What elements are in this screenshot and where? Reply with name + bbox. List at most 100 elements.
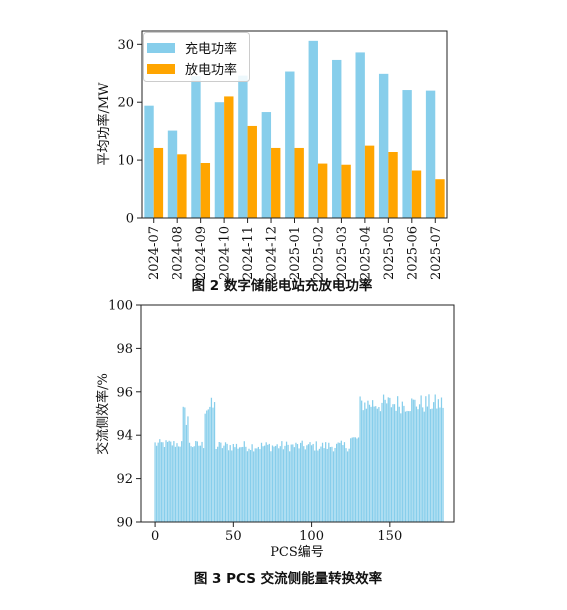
discharging-bar-2025-04 bbox=[364, 145, 375, 218]
pcs-efficiency-bar bbox=[245, 446, 247, 522]
pcs-efficiency-bar bbox=[206, 410, 208, 522]
pcs-efficiency-bar bbox=[356, 438, 358, 522]
pcs-efficiency-bar bbox=[433, 402, 435, 522]
pcs-efficiency-bar bbox=[417, 409, 419, 522]
pcs-efficiency-bar bbox=[204, 413, 206, 522]
x-tick-label: 50 bbox=[225, 529, 242, 544]
pcs-efficiency-bar bbox=[284, 445, 286, 522]
chart1-legend: 充电功率 放电功率 bbox=[143, 32, 250, 82]
pcs-efficiency-bar bbox=[188, 442, 191, 522]
pcs-efficiency-bar bbox=[321, 442, 324, 522]
pcs-efficiency-bar bbox=[246, 451, 249, 522]
pcs-efficiency-bar bbox=[253, 451, 255, 522]
x-tick-label: 150 bbox=[377, 529, 402, 544]
pcs-efficiency-bar bbox=[254, 448, 256, 522]
x-tick-label: 2025-04 bbox=[358, 226, 373, 280]
discharging-bar-2024-08 bbox=[177, 154, 187, 218]
chart2-y-ticks: 90 92 94 96 98 100 bbox=[108, 299, 141, 531]
pcs-efficiency-bar bbox=[303, 446, 305, 522]
pcs-efficiency-bar bbox=[442, 407, 444, 522]
pcs-efficiency-bar bbox=[201, 441, 203, 522]
pcs-efficiency-bar bbox=[221, 448, 224, 522]
pcs-efficiency-bar bbox=[367, 400, 369, 522]
pcs-efficiency-bar bbox=[314, 450, 316, 522]
x-tick-label: 2024-09 bbox=[194, 226, 209, 280]
pcs-efficiency-bar bbox=[340, 440, 342, 522]
charging-bar-2024-12 bbox=[261, 112, 272, 218]
pcs-efficiency-bar bbox=[174, 446, 177, 522]
pcs-efficiency-bar bbox=[339, 442, 341, 522]
charging-bar-2024-07 bbox=[144, 105, 154, 218]
pcs-efficiency-bar bbox=[198, 445, 200, 522]
pcs-efficiency-bar bbox=[196, 441, 198, 522]
pcs-efficiency-bar bbox=[264, 445, 266, 522]
pcs-efficiency-bar bbox=[184, 407, 186, 522]
y-tick-label: 30 bbox=[117, 38, 134, 53]
pcs-efficiency-bar bbox=[342, 445, 344, 522]
legend-swatch-charging bbox=[147, 43, 175, 53]
pcs-efficiency-bar bbox=[173, 441, 175, 522]
x-tick-label: 2024-12 bbox=[265, 226, 280, 280]
chart2-x-ticks: 0 50 100 150 bbox=[151, 522, 402, 544]
charging-bar-2025-01 bbox=[285, 71, 295, 219]
pcs-efficiency-bar bbox=[334, 447, 336, 522]
pcs-efficiency-bar bbox=[326, 448, 328, 522]
pcs-efficiency-bar bbox=[232, 443, 234, 522]
x-tick-label: 2025-03 bbox=[335, 226, 350, 280]
pcs-efficiency-bar bbox=[370, 406, 372, 522]
pcs-efficiency-bar bbox=[268, 443, 270, 522]
discharging-bar-2025-07 bbox=[435, 179, 445, 218]
pcs-efficiency-bar bbox=[351, 437, 353, 522]
charging-bar-2025-04 bbox=[355, 52, 365, 218]
pcs-efficiency-bar bbox=[310, 445, 313, 522]
pcs-efficiency-bar bbox=[217, 446, 219, 522]
pcs-efficiency-bar bbox=[285, 441, 288, 522]
x-tick-label: 0 bbox=[151, 529, 159, 544]
pcs-efficiency-bar bbox=[406, 410, 408, 522]
pcs-efficiency-bar bbox=[220, 442, 222, 522]
pcs-efficiency-bar bbox=[411, 398, 413, 522]
pcs-efficiency-bar bbox=[154, 442, 156, 522]
pcs-efficiency-bar bbox=[301, 440, 303, 522]
pcs-efficiency-bar bbox=[240, 447, 242, 522]
pcs-efficiency-bar bbox=[422, 407, 424, 522]
pcs-efficiency-bar bbox=[423, 411, 425, 522]
charging-bar-2025-07 bbox=[425, 90, 436, 218]
pcs-efficiency-bar bbox=[415, 406, 418, 522]
pcs-efficiency-bar bbox=[195, 440, 197, 522]
chart1-x-ticks: 2024-07 2024-08 2024-09 2024-10 2024-11 2024-… bbox=[147, 218, 444, 280]
pcs-efficiency-bar bbox=[271, 445, 274, 522]
pcs-efficiency-bar bbox=[348, 448, 350, 522]
pcs-efficiency-bar bbox=[223, 445, 225, 522]
pcs-efficiency-bar bbox=[426, 406, 429, 522]
pcs-efficiency-bar bbox=[295, 442, 297, 522]
pcs-efficiency-bar bbox=[439, 407, 441, 522]
y-tick-label: 100 bbox=[108, 299, 133, 314]
pcs-efficiency-bar bbox=[386, 403, 388, 522]
pcs-efficiency-bar bbox=[428, 394, 430, 522]
pcs-efficiency-bar bbox=[398, 406, 400, 522]
pcs-efficiency-bar bbox=[159, 439, 161, 522]
pcs-efficiency-bar bbox=[392, 404, 394, 522]
pcs-efficiency-bar bbox=[350, 438, 352, 522]
pcs-efficiency-bar bbox=[345, 448, 347, 522]
pcs-efficiency-bar bbox=[292, 444, 294, 522]
pcs-efficiency-bar bbox=[265, 442, 267, 522]
pcs-efficiency-bar bbox=[251, 444, 253, 522]
pcs-efficiency-bar bbox=[309, 442, 311, 522]
pcs-efficiency-bar bbox=[337, 442, 339, 522]
charging-bar-2024-11 bbox=[238, 75, 248, 218]
pcs-efficiency-bar bbox=[163, 447, 166, 522]
discharging-bar-2025-06 bbox=[411, 170, 422, 218]
pcs-efficiency-bar bbox=[354, 437, 357, 522]
pcs-efficiency-bar bbox=[212, 407, 214, 522]
pcs-efficiency-bar bbox=[431, 408, 433, 522]
pcs-efficiency-bar bbox=[282, 449, 285, 522]
pcs-efficiency-bar bbox=[420, 395, 422, 522]
pcs-efficiency-bar bbox=[243, 441, 245, 522]
pcs-efficiency-bar bbox=[215, 449, 217, 522]
pcs-efficiency-bar bbox=[317, 450, 319, 522]
pcs-efficiency-bar bbox=[364, 402, 366, 522]
discharging-bar-2025-01 bbox=[294, 147, 304, 218]
